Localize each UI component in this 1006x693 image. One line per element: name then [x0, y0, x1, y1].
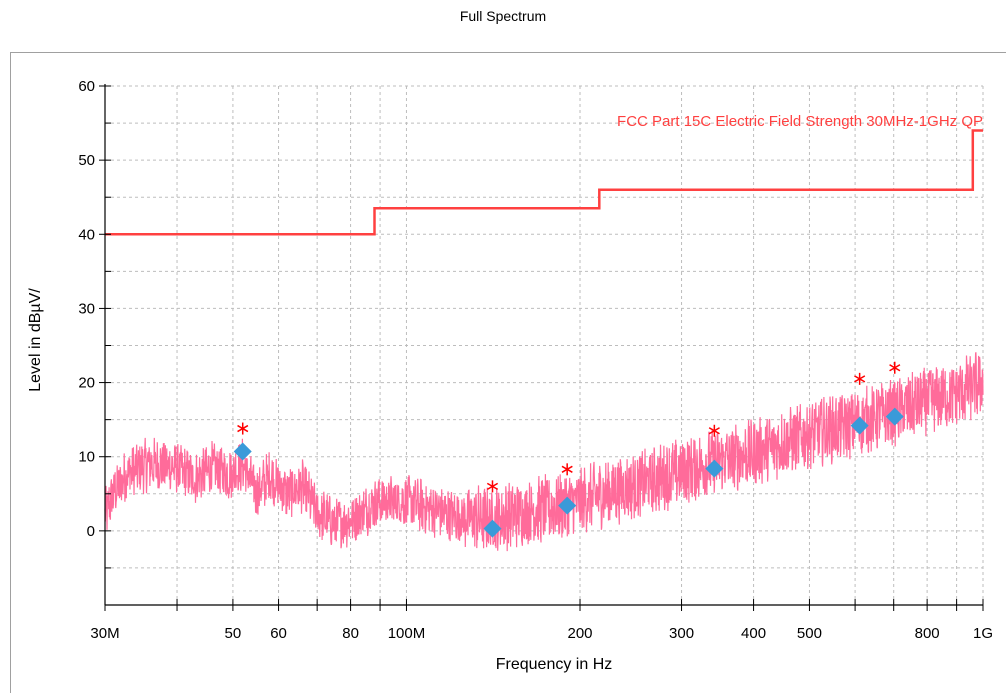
x-tick-label: 30M [90, 625, 119, 642]
x-tick-label: 50 [225, 625, 242, 642]
y-tick-label: 50 [78, 152, 95, 169]
chart-title: Full Spectrum [459, 8, 547, 24]
x-tick-label: 800 [915, 625, 940, 642]
spectrum-line [104, 352, 984, 552]
peak-marker [486, 480, 499, 493]
qp-marker [233, 442, 252, 461]
peak-marker [854, 372, 866, 385]
peak-marker [889, 361, 901, 374]
marker-group [233, 361, 904, 538]
peak-marker [561, 463, 573, 476]
y-tick-label: 30 [78, 300, 95, 317]
chart-frame [10, 52, 1006, 693]
qp-marker [483, 519, 502, 538]
y-tick-label: 0 [87, 523, 95, 540]
axes-group: 0 10 20 30 40 50 60 30M 50 60 80 100M 200 300 400 500 80… [78, 78, 993, 642]
x-tick-label: 1G [973, 625, 993, 642]
qp-marker [885, 407, 904, 426]
peak-marker [237, 422, 249, 435]
qp-marker [558, 496, 577, 515]
spectrum-trace [104, 352, 984, 552]
limit-line-group [105, 129, 983, 236]
y-tick-label: 10 [78, 449, 95, 466]
x-tick-label: 80 [342, 625, 359, 642]
qp-marker [850, 416, 869, 435]
qp-marker [705, 459, 724, 478]
y-tick-label: 60 [78, 78, 95, 95]
x-tick-label: 500 [797, 625, 822, 642]
y-tick-label: 40 [78, 226, 95, 243]
y-axis-label: Level in dBµV/ [27, 288, 44, 392]
limit-line [105, 129, 983, 236]
spectrum-chart: 0 10 20 30 40 50 60 30M 50 60 80 100M 200 300 400 500 80… [27, 78, 993, 673]
peak-marker [708, 424, 720, 437]
x-tick-label: 400 [741, 625, 766, 642]
y-tick-label: 20 [78, 375, 95, 392]
grid-lines [104, 85, 984, 605]
x-tick-label: 200 [568, 625, 593, 642]
x-tick-label: 100M [388, 625, 426, 642]
limit-line-label: FCC Part 15C Electric Field Strength 30M… [617, 113, 983, 130]
x-tick-label: 60 [270, 625, 287, 642]
x-tick-label: 300 [669, 625, 694, 642]
x-axis-label: Frequency in Hz [496, 656, 613, 673]
